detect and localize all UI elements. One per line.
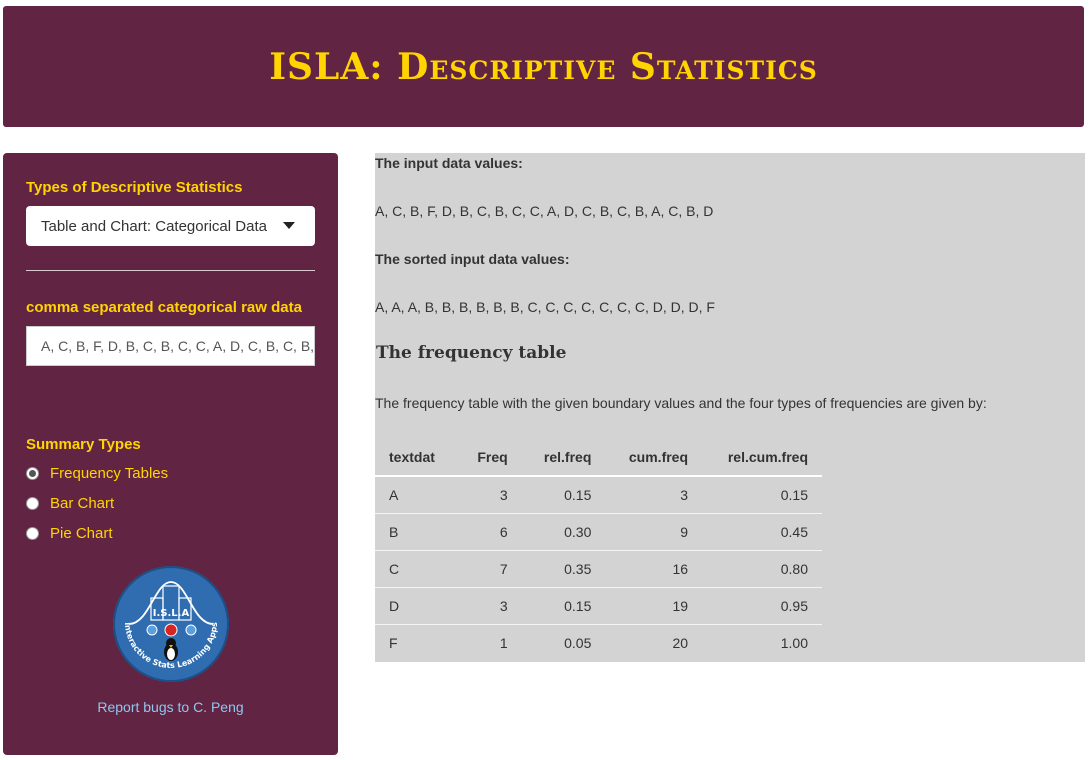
logo-text: I.S.L.A [153,608,190,619]
table-cell: 20 [672,635,689,651]
page-title: ISLA: Descriptive Statistics [269,45,818,88]
table-cell: 6 [456,513,522,551]
radio-label: Bar Chart [50,494,115,512]
table-row: C 7 0.35 16 0.80 [375,550,822,588]
table-cell: 3 [456,476,522,514]
report-bugs-link[interactable]: Report bugs to C. Peng [97,699,244,715]
table-cell: 0.15 [521,476,606,514]
table-cell: B [375,513,457,551]
table-cell: 0.45 [702,513,822,551]
main-panel: The input data values: A, C, B, F, D, B,… [375,153,1085,662]
table-cell: 0.80 [702,550,822,588]
table-cell: 7 [456,550,522,588]
sorted-heading: The sorted input data values: [375,251,570,267]
input-heading: The input data values: [375,155,523,171]
table-heading: The frequency table [376,343,567,363]
column-header: rel.cum.freq [702,439,822,477]
sorted-values: A, A, A, B, B, B, B, B, B, C, C, C, C, C… [375,299,715,315]
table-cell: D [375,587,457,625]
table-row: B 6 0.30 9 0.45 [375,513,822,551]
table-description: The frequency table with the given bound… [375,395,987,411]
summary-types-label: Summary Types [26,436,141,453]
radio-button[interactable] [26,466,39,480]
app-header: ISLA: Descriptive Statistics [3,6,1084,127]
caret-down-icon [283,222,295,229]
stat-type-selected-value: Table and Chart: Categorical Data [41,217,267,235]
table-row: F 1 0.05 20 1.00 [375,625,822,662]
table-cell: 19 [605,587,703,625]
column-header: Freq [456,439,522,477]
column-header: cum.freq [605,439,703,477]
table-row: A 3 0.15 3 0.15 [375,476,822,514]
input-values: A, C, B, F, D, B, C, B, C, C, A, D, C, B… [375,203,714,219]
divider [26,270,315,271]
table-row: D 3 0.15 19 0.95 [375,587,822,625]
table-cell: 3 [605,476,703,514]
radio-frequency-tables[interactable]: Frequency Tables [26,462,168,484]
isla-logo: I.S.L.A Interactive Stats Learning Apps [113,566,229,682]
table-cell: 0.30 [521,513,606,551]
radio-label: Frequency Tables [50,464,169,482]
radio-pie-chart[interactable]: Pie Chart [26,522,113,544]
table-cell: A [375,476,457,514]
table-cell: 0.35 [521,550,606,588]
table-cell: 16 [605,550,703,588]
radio-button[interactable] [26,496,39,510]
column-header: textdat [375,439,457,477]
table-cell: 3 [456,587,522,625]
table-cell: 0.15 [521,587,606,625]
stat-type-select[interactable]: Table and Chart: Categorical Data [26,206,315,246]
sidebar: Types of Descriptive Statistics Table an… [3,153,338,755]
table-cell: 0.95 [702,587,822,625]
table-cell: 1 [499,635,508,651]
radio-bar-chart[interactable]: Bar Chart [26,492,114,514]
column-header: rel.freq [521,439,606,477]
raw-data-label: comma separated categorical raw data [26,299,302,316]
stat-type-label: Types of Descriptive Statistics [26,179,243,196]
table-cell: F [389,635,398,651]
raw-data-input[interactable]: A, C, B, F, D, B, C, B, C, C, A, D, C, B… [26,326,315,366]
table-cell: 0.15 [702,476,822,514]
radio-label: Pie Chart [50,524,113,542]
table-cell: 0.05 [564,635,592,651]
table-header-row: textdat Freq rel.freq cum.freq rel.cum.f… [375,439,822,477]
table-cell: 1.00 [780,635,808,651]
table-cell: 9 [605,513,703,551]
table-cell: C [375,550,457,588]
frequency-table: textdat Freq rel.freq cum.freq rel.cum.f… [375,439,822,661]
radio-button[interactable] [26,526,39,540]
